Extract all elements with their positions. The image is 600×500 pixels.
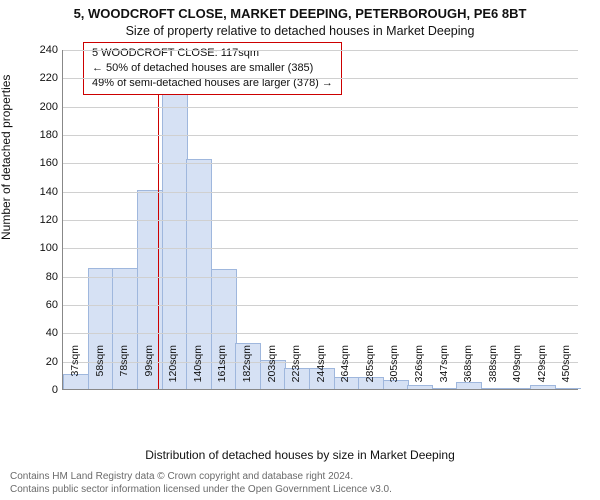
y-axis-label: Number of detached properties (0, 75, 13, 240)
y-tick-label: 140 (28, 186, 58, 198)
annotation-line-1: 5 WOODCROFT CLOSE: 117sqm (92, 46, 333, 61)
gridline (63, 333, 578, 334)
y-tick-label: 0 (28, 384, 58, 396)
gridline (63, 78, 578, 79)
x-tick-label: 368sqm (462, 345, 474, 395)
x-tick-label: 347sqm (438, 345, 450, 395)
x-tick-label: 58sqm (94, 345, 106, 395)
x-tick-label: 182sqm (241, 345, 253, 395)
y-tick-label: 220 (28, 72, 58, 84)
x-tick-label: 409sqm (511, 345, 523, 395)
gridline (63, 277, 578, 278)
footer-line-2: Contains public sector information licen… (10, 484, 392, 497)
y-tick-label: 100 (28, 242, 58, 254)
y-tick-label: 240 (28, 44, 58, 56)
x-tick-label: 450sqm (560, 345, 572, 395)
annotation-line-2: ← 50% of detached houses are smaller (38… (92, 61, 333, 76)
gridline (63, 50, 578, 51)
x-tick-label: 305sqm (388, 345, 400, 395)
x-tick-label: 244sqm (315, 345, 327, 395)
figure: 5, WOODCROFT CLOSE, MARKET DEEPING, PETE… (0, 0, 600, 500)
x-tick-label: 285sqm (364, 345, 376, 395)
x-tick-label: 429sqm (536, 345, 548, 395)
x-axis-label: Distribution of detached houses by size … (0, 448, 600, 462)
x-tick-label: 161sqm (216, 345, 228, 395)
plot-area: 5 WOODCROFT CLOSE: 117sqm ← 50% of detac… (62, 50, 578, 390)
y-tick-label: 20 (28, 356, 58, 368)
footer-line-1: Contains HM Land Registry data © Crown c… (10, 471, 392, 484)
y-tick-label: 80 (28, 271, 58, 283)
chart-title: 5, WOODCROFT CLOSE, MARKET DEEPING, PETE… (0, 6, 600, 21)
gridline (63, 135, 578, 136)
gridline (63, 305, 578, 306)
footer-attribution: Contains HM Land Registry data © Crown c… (10, 471, 392, 496)
x-tick-label: 264sqm (339, 345, 351, 395)
gridline (63, 163, 578, 164)
gridline (63, 107, 578, 108)
y-tick-label: 60 (28, 299, 58, 311)
gridline (63, 248, 578, 249)
x-tick-label: 326sqm (413, 345, 425, 395)
x-tick-label: 120sqm (167, 345, 179, 395)
x-tick-label: 37sqm (69, 345, 81, 395)
y-tick-label: 160 (28, 157, 58, 169)
gridline (63, 192, 578, 193)
x-tick-label: 78sqm (118, 345, 130, 395)
y-tick-label: 180 (28, 129, 58, 141)
x-tick-label: 388sqm (487, 345, 499, 395)
x-tick-label: 223sqm (290, 345, 302, 395)
y-tick-label: 40 (28, 327, 58, 339)
y-tick-label: 200 (28, 101, 58, 113)
y-tick-label: 120 (28, 214, 58, 226)
chart-subtitle: Size of property relative to detached ho… (0, 24, 600, 38)
x-tick-label: 140sqm (192, 345, 204, 395)
gridline (63, 220, 578, 221)
x-tick-label: 99sqm (143, 345, 155, 395)
x-tick-label: 203sqm (266, 345, 278, 395)
